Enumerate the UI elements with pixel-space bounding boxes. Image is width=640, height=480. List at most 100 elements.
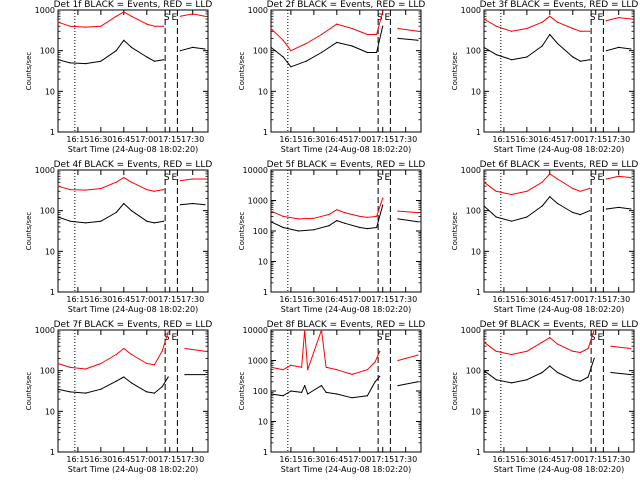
panel-3-point-events [549,33,551,36]
panel-9-point-lld [630,347,632,350]
panel-4-point-lld [192,178,194,180]
panel-5-y-tick-label: 1 [263,288,268,297]
panel-8-point-lld [290,364,292,366]
panel-6-y-tick-label: 10 [471,247,481,256]
panel-8-title: Det 8f BLACK = Events, RED = LLD [267,320,426,330]
panel-8-point-events [379,375,381,377]
panel-5-y-axis-label: Counts/sec [238,212,246,251]
panel-6-point-events [579,214,582,216]
panel-1-point-lld [179,15,181,17]
panel-9-point-events [630,374,632,376]
panel-7-point-lld [161,350,163,352]
panel-9-point-lld [483,341,485,343]
panel-4-point-lld [69,189,71,191]
panel-6-point-events [605,208,608,210]
panel-9-point-events [593,357,595,359]
panel-3-point-events [618,46,620,49]
panel-9-y-tick-label: 1 [476,448,481,457]
panel-5-series-lld [270,197,418,220]
panel-1-point-lld [69,25,71,27]
panel-6-point-events [549,196,551,198]
panel-2-point-events [282,56,284,58]
panel-2-point-lld [270,27,272,30]
panel-1-point-events [115,50,117,52]
panel-8-x-tick-label: 16:30 [302,455,325,464]
panel-7-point-lld [115,353,117,356]
panel-6-point-events [630,208,632,210]
panel-8-point-lld [336,369,338,371]
panel-8-point-lld [351,373,353,375]
panel-7-title: Det 7f BLACK = Events, RED = LLD [54,320,213,330]
panel-8-y-tick-label: 10 [258,418,268,427]
panel-6-point-lld [483,181,485,183]
panel-5-point-lld [282,215,284,217]
panel-2-point-events [290,66,292,68]
panel-4-series-events [57,203,205,224]
panel-6-point-lld [495,190,497,192]
panel-6-series-lld [483,173,631,195]
panel-9-x-tick-label: 16:30 [515,455,538,464]
panel-7-marker-s: S [164,333,170,343]
panel-3-marker-s: S [590,13,596,23]
panel-6-point-lld [511,193,513,196]
panel-5-point-lld [336,209,338,211]
panel-6-point-lld [630,177,632,179]
panel-7-point-events [204,374,206,376]
panel-3-point-lld [483,18,485,20]
panel-7-y-tick-label: 100 [40,367,55,376]
panel-2-x-tick-label: 17:30 [394,135,417,144]
panel-4-point-lld [153,190,155,192]
panel-7-point-events [153,392,155,394]
panel-9-point-lld [549,337,551,339]
panel-1-y-tick-label: 1 [50,128,55,137]
panel-8-point-events [336,393,338,395]
panel-3-point-events [495,54,497,56]
panel-9-point-lld [610,345,612,347]
panel-2-point-lld [282,39,284,41]
panel-1-point-lld [163,25,165,27]
panel-2-point-events [397,37,399,40]
panel-1-marker-s: S [164,13,170,23]
panel-4-point-lld [146,189,148,191]
panel-6-point-events [511,220,513,222]
panel-7-point-events [69,391,71,393]
panel-2-point-lld [376,33,378,36]
panel-9-y-tick-label: 100 [466,367,481,376]
panel-4-x-tick-label: 17:15 [158,295,181,304]
panel-3-marker-e: E [597,13,603,23]
panel-4-point-lld [100,187,102,190]
panel-8-point-events [270,393,272,395]
panel-8-point-events [290,390,292,392]
panel-3-x-tick-label: 17:30 [607,135,630,144]
panel-5-point-events [376,226,378,229]
panel-8-point-lld [307,369,309,371]
panel-5-point-events [298,230,300,232]
panel-8-y-axis-label: Counts/sec [238,372,246,411]
panel-3-x-axis-label: Start Time (24-Aug-08 18:02:20) [494,145,625,154]
panel-7-y-tick-label: 1000 [35,326,55,335]
panel-1-point-events [100,60,102,62]
panel-2-point-lld [417,30,419,32]
panel-4-series-lld [57,177,205,192]
panel-1-y-axis-label: Counts/sec [25,52,33,91]
panel-3-point-events [541,45,543,47]
panel-4-point-lld [57,185,59,187]
panel-8-point-lld [320,329,323,331]
panel-9-marker-s: S [590,333,596,343]
panel-2-title: Det 2f BLACK = Events, RED = LLD [267,0,426,10]
panel-2-point-events [382,25,384,27]
panel-5-title: Det 5f BLACK = Events, RED = LLD [267,160,426,170]
panel-6-point-lld [549,173,551,175]
panel-1-plot-frame [57,9,209,133]
panel-9-point-lld [526,350,528,352]
panel-8-point-lld [374,361,376,363]
panel-1-point-events [153,60,155,62]
panel-3-point-lld [549,15,551,17]
panel-9-point-lld [511,353,513,356]
panel-5-x-axis-label: Start Time (24-Aug-08 18:02:20) [281,305,412,314]
panel-4-x-tick-label: 16:30 [89,295,112,304]
panel-6-x-tick-label: 16:45 [538,295,561,304]
panel-9-point-lld [541,341,543,343]
panel-7-point-events [184,374,186,376]
panel-4-x-tick-label: 16:15 [66,295,89,304]
